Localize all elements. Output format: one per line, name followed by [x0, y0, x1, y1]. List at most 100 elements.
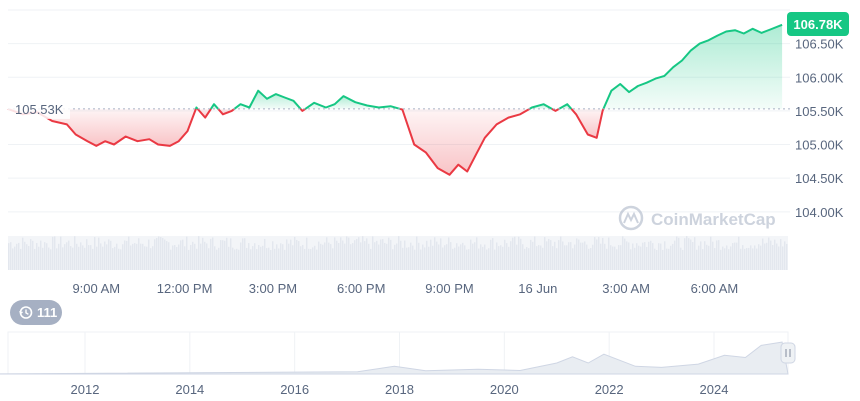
volume-bar: [526, 247, 528, 270]
volume-bar: [674, 240, 676, 270]
volume-bar: [612, 246, 614, 270]
volume-bar: [250, 249, 252, 270]
volume-bar: [698, 245, 700, 270]
volume-bar: [60, 236, 62, 270]
volume-bar: [782, 246, 784, 270]
volume-bar: [92, 248, 94, 270]
volume-bar: [202, 237, 204, 270]
volume-bar: [218, 247, 220, 270]
volume-bar: [426, 240, 428, 270]
volume-bar: [68, 240, 70, 270]
up-line-6: [233, 89, 302, 110]
coinmarketcap-watermark: CoinMarketCap: [618, 205, 776, 231]
volume-bar: [46, 243, 48, 270]
volume-bar: [484, 244, 486, 270]
history-button[interactable]: 111: [10, 300, 62, 325]
volume-bar: [326, 237, 328, 270]
volume-bar: [50, 249, 52, 270]
volume-bar: [100, 243, 102, 270]
volume-bar: [524, 248, 526, 270]
volume-bar: [24, 241, 26, 270]
down-line-1: [7, 107, 197, 147]
volume-bar: [726, 245, 728, 270]
history-navigator[interactable]: [0, 331, 789, 375]
volume-bar: [146, 246, 148, 270]
volume-bar: [548, 238, 550, 270]
volume-bar: [696, 249, 698, 270]
y-tick-label: 105.00K: [795, 138, 844, 153]
volume-bar: [348, 237, 350, 270]
volume-bar: [724, 248, 726, 270]
volume-bar: [240, 242, 242, 270]
volume-bar: [304, 248, 306, 270]
volume-bar: [296, 239, 298, 270]
volume-bar: [770, 240, 772, 270]
volume-bar: [30, 239, 32, 270]
volume-bar: [700, 241, 702, 270]
navigator-area: [0, 341, 789, 375]
volume-bar: [414, 249, 416, 270]
volume-bar: [236, 248, 238, 270]
volume-bar: [492, 238, 494, 270]
volume-bar: [90, 245, 92, 270]
volume-bar: [216, 249, 218, 270]
volume-bar: [714, 247, 716, 270]
volume-bar: [746, 247, 748, 270]
volume-bar: [320, 243, 322, 270]
volume-bar: [616, 249, 618, 270]
volume-bar: [672, 243, 674, 270]
volume-bar: [266, 248, 268, 270]
volume-bar: [342, 240, 344, 270]
volume-bar: [454, 247, 456, 270]
volume-bar: [260, 246, 262, 270]
down-line-3: [196, 108, 212, 119]
volume-bar: [110, 240, 112, 270]
volume-bar: [192, 241, 194, 270]
volume-bar: [388, 237, 390, 270]
volume-bar: [280, 243, 282, 270]
volume-bar: [112, 248, 114, 270]
volume-bar: [786, 243, 788, 270]
volume-bar: [324, 242, 326, 270]
volume-bar: [322, 244, 324, 270]
volume-bar: [366, 238, 368, 270]
volume-bar: [272, 241, 274, 270]
volume-bar: [654, 248, 656, 270]
volume-bar: [386, 243, 388, 270]
volume-bar: [732, 243, 734, 270]
x-tick-label: 9:00 PM: [425, 281, 473, 296]
volume-bar: [150, 248, 152, 270]
volume-bar: [178, 244, 180, 270]
volume-bar: [144, 246, 146, 270]
volume-bar: [722, 246, 724, 270]
current-price-label: 106.78K: [793, 17, 843, 32]
volume-bar: [36, 243, 38, 270]
volume-bar: [158, 236, 160, 270]
x-tick-label: 12:00 PM: [157, 281, 213, 296]
up-line-10: [529, 103, 553, 110]
volume-bar: [86, 239, 88, 270]
volume-bar: [508, 246, 510, 270]
volume-bar: [466, 249, 468, 270]
volume-bar: [500, 245, 502, 270]
volume-bar: [762, 238, 764, 270]
volume-bar: [546, 241, 548, 270]
volume-bar: [360, 242, 362, 270]
volume-bar: [188, 249, 190, 270]
x-tick-label: 16 Jun: [518, 281, 557, 296]
volume-bar: [544, 237, 546, 270]
volume-bar: [56, 248, 58, 270]
volume-bar: [576, 238, 578, 270]
up-area-6: [234, 90, 301, 109]
volume-bar: [164, 239, 166, 270]
volume-bar: [460, 244, 462, 270]
volume-bar: [682, 249, 684, 270]
navigator-handle[interactable]: [780, 342, 796, 364]
volume-bar: [638, 245, 640, 270]
volume-bar: [80, 242, 82, 270]
volume-bar: [604, 243, 606, 270]
volume-bar: [446, 244, 448, 270]
volume-bar: [340, 237, 342, 270]
volume-bar: [410, 242, 412, 270]
